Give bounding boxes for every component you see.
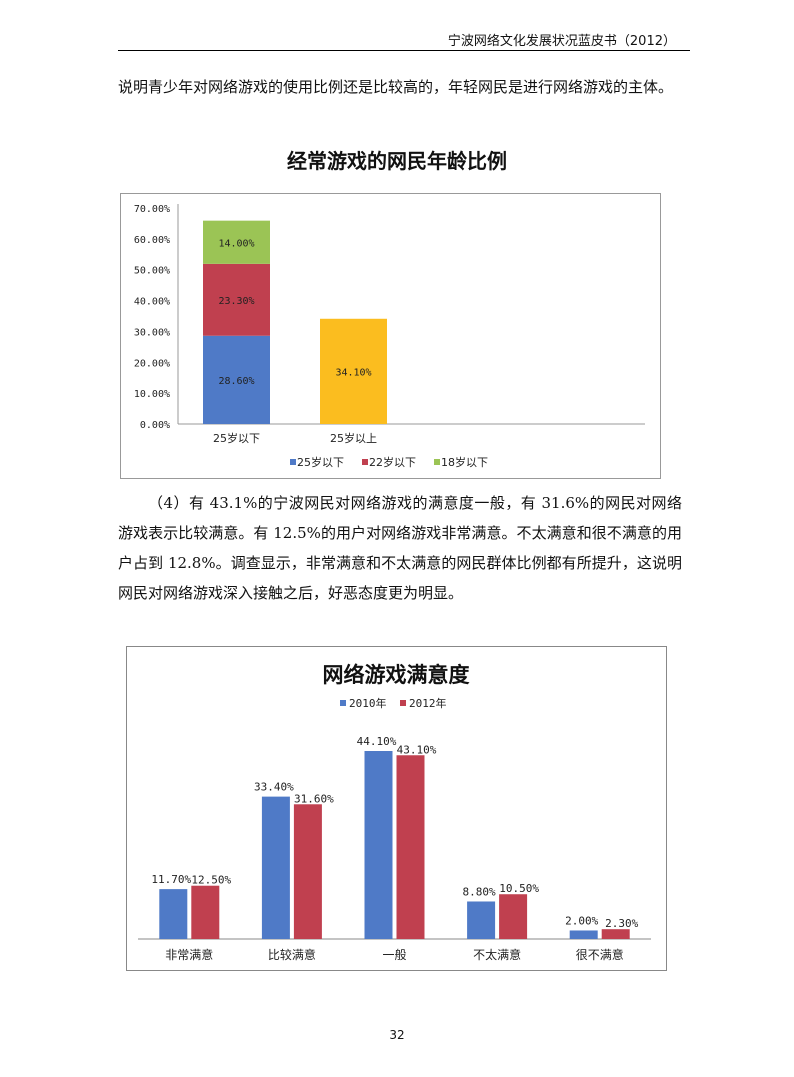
y-tick-label: 10.00% bbox=[134, 389, 170, 400]
bar bbox=[467, 901, 496, 939]
x-tick-label: 一般 bbox=[382, 947, 406, 962]
bar bbox=[396, 755, 425, 939]
bar bbox=[364, 751, 393, 939]
legend-swatch bbox=[290, 459, 296, 465]
y-tick-label: 50.00% bbox=[134, 266, 170, 277]
bar bbox=[499, 894, 528, 939]
x-tick-label: 非常满意 bbox=[165, 947, 213, 962]
bar-segment bbox=[320, 318, 387, 424]
y-tick-label: 20.00% bbox=[134, 358, 170, 369]
x-tick-label: 比较满意 bbox=[268, 947, 316, 962]
legend-swatch bbox=[340, 700, 346, 706]
bar-segment bbox=[203, 263, 270, 336]
bar bbox=[569, 930, 598, 939]
legend-swatch bbox=[362, 459, 368, 465]
y-tick-label: 30.00% bbox=[134, 327, 170, 338]
legend-label: 22岁以下 bbox=[369, 455, 416, 469]
data-label: 28.60% bbox=[218, 376, 254, 387]
x-tick-label: 25岁以下 bbox=[213, 431, 260, 445]
bar bbox=[159, 889, 188, 939]
bar bbox=[261, 796, 290, 939]
paragraph: 说明青少年对网络游戏的使用比例还是比较高的，年轻网民是进行网络游戏的主体。 bbox=[118, 78, 674, 96]
bar-segment bbox=[203, 220, 270, 264]
page-number: 32 bbox=[389, 1028, 405, 1042]
y-tick-label: 70.00% bbox=[134, 204, 170, 215]
data-label: 2.00% bbox=[565, 914, 598, 927]
y-tick-label: 60.00% bbox=[134, 235, 170, 246]
x-tick-label: 不太满意 bbox=[473, 947, 521, 962]
y-tick-label: 0.00% bbox=[140, 420, 170, 431]
data-label: 34.10% bbox=[335, 367, 371, 378]
bar bbox=[601, 929, 630, 939]
header-rule bbox=[118, 50, 690, 51]
data-label: 33.40% bbox=[254, 781, 294, 794]
data-label: 23.30% bbox=[218, 296, 254, 307]
bar bbox=[293, 804, 322, 939]
data-label: 10.50% bbox=[499, 882, 539, 895]
chart-title: 网络游戏满意度 bbox=[323, 663, 470, 687]
data-label: 8.80% bbox=[463, 885, 496, 898]
running-header: 宁波网络文化发展状况蓝皮书（2012） bbox=[447, 34, 676, 49]
data-label: 31.60% bbox=[294, 792, 334, 805]
legend-swatch bbox=[400, 700, 406, 706]
legend-label: 2010年 bbox=[349, 696, 387, 710]
data-label: 43.10% bbox=[397, 743, 437, 756]
x-tick-label: 很不满意 bbox=[576, 947, 624, 962]
x-tick-label: 25岁以上 bbox=[330, 431, 377, 445]
y-tick-label: 40.00% bbox=[134, 297, 170, 308]
chart-frame bbox=[120, 193, 661, 479]
data-label: 14.00% bbox=[218, 238, 254, 249]
paragraph: （4）有 43.1%的宁波网民对网络游戏的满意度一般，有 31.6%的网民对网络… bbox=[118, 494, 682, 602]
bar-segment bbox=[203, 335, 270, 424]
data-label: 2.30% bbox=[605, 917, 638, 930]
legend-label: 2012年 bbox=[409, 696, 447, 710]
bar bbox=[191, 885, 220, 939]
chart-title: 经常游戏的网民年龄比例 bbox=[287, 149, 507, 173]
data-label: 11.70% bbox=[151, 873, 191, 886]
data-label: 44.10% bbox=[357, 735, 397, 748]
legend-label: 25岁以下 bbox=[297, 455, 344, 469]
legend-swatch bbox=[434, 459, 440, 465]
data-label: 12.50% bbox=[191, 874, 231, 887]
legend-label: 18岁以下 bbox=[441, 455, 488, 469]
